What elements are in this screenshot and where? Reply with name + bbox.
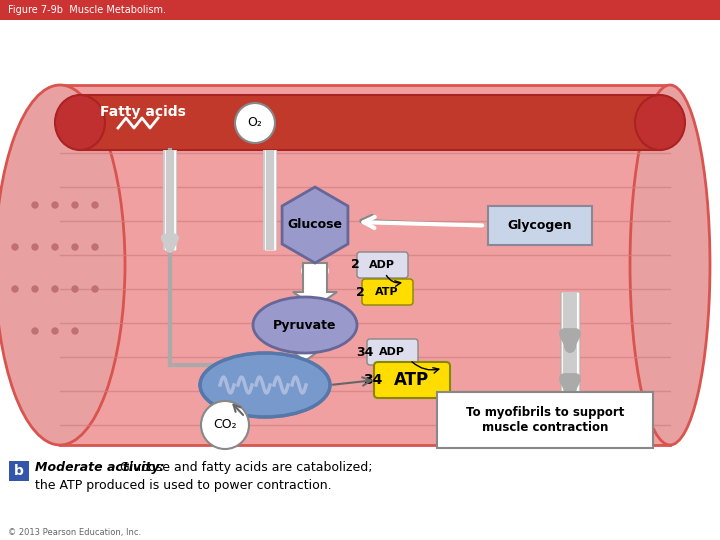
Circle shape — [52, 286, 58, 292]
Text: 2: 2 — [351, 259, 359, 272]
FancyArrowPatch shape — [387, 275, 401, 286]
FancyBboxPatch shape — [9, 461, 29, 481]
Text: Glycogen: Glycogen — [508, 219, 572, 232]
Text: ATP: ATP — [375, 287, 399, 297]
Polygon shape — [287, 348, 323, 361]
Circle shape — [12, 286, 18, 292]
Ellipse shape — [0, 85, 125, 445]
FancyBboxPatch shape — [357, 252, 408, 278]
Text: ADP: ADP — [379, 347, 405, 357]
Text: CO₂: CO₂ — [213, 418, 237, 431]
Circle shape — [201, 401, 249, 449]
Text: O₂: O₂ — [248, 117, 262, 130]
FancyArrowPatch shape — [360, 217, 482, 228]
FancyBboxPatch shape — [367, 339, 418, 365]
Circle shape — [52, 244, 58, 250]
FancyBboxPatch shape — [0, 0, 720, 20]
Circle shape — [72, 286, 78, 292]
FancyBboxPatch shape — [60, 85, 670, 445]
Polygon shape — [282, 187, 348, 263]
Text: ADP: ADP — [369, 260, 395, 270]
Text: 34: 34 — [364, 373, 383, 387]
Circle shape — [72, 244, 78, 250]
Circle shape — [52, 202, 58, 208]
Text: © 2013 Pearson Education, Inc.: © 2013 Pearson Education, Inc. — [8, 528, 141, 537]
Circle shape — [12, 244, 18, 250]
Circle shape — [92, 244, 98, 250]
Ellipse shape — [630, 85, 710, 445]
Ellipse shape — [55, 95, 105, 150]
Circle shape — [32, 244, 38, 250]
Circle shape — [32, 286, 38, 292]
Ellipse shape — [200, 353, 330, 417]
Text: Glucose: Glucose — [287, 219, 343, 232]
Text: To myofibrils to support
muscle contraction: To myofibrils to support muscle contract… — [466, 406, 624, 434]
FancyBboxPatch shape — [437, 392, 653, 448]
Text: Figure 7-9b  Muscle Metabolism.: Figure 7-9b Muscle Metabolism. — [8, 5, 166, 15]
Circle shape — [72, 202, 78, 208]
Text: the ATP produced is used to power contraction.: the ATP produced is used to power contra… — [35, 478, 332, 491]
FancyBboxPatch shape — [362, 279, 413, 305]
Text: Fatty acids: Fatty acids — [100, 105, 186, 119]
Ellipse shape — [253, 297, 357, 353]
FancyBboxPatch shape — [374, 362, 450, 398]
Text: Pyruvate: Pyruvate — [274, 319, 337, 332]
Circle shape — [32, 202, 38, 208]
FancyArrowPatch shape — [412, 362, 438, 373]
Circle shape — [32, 328, 38, 334]
FancyBboxPatch shape — [80, 95, 660, 150]
Circle shape — [92, 202, 98, 208]
Text: Glucose and fatty acids are catabolized;: Glucose and fatty acids are catabolized; — [116, 462, 372, 475]
FancyArrowPatch shape — [364, 217, 482, 228]
Circle shape — [72, 328, 78, 334]
Text: b: b — [14, 464, 24, 478]
Ellipse shape — [635, 95, 685, 150]
Circle shape — [235, 103, 275, 143]
Circle shape — [52, 328, 58, 334]
FancyBboxPatch shape — [488, 206, 592, 245]
Circle shape — [92, 286, 98, 292]
Text: ATP: ATP — [393, 371, 428, 389]
Text: 34: 34 — [356, 346, 374, 359]
Text: 2: 2 — [356, 286, 364, 299]
Polygon shape — [293, 263, 337, 307]
Text: Moderate activity:: Moderate activity: — [35, 462, 164, 475]
